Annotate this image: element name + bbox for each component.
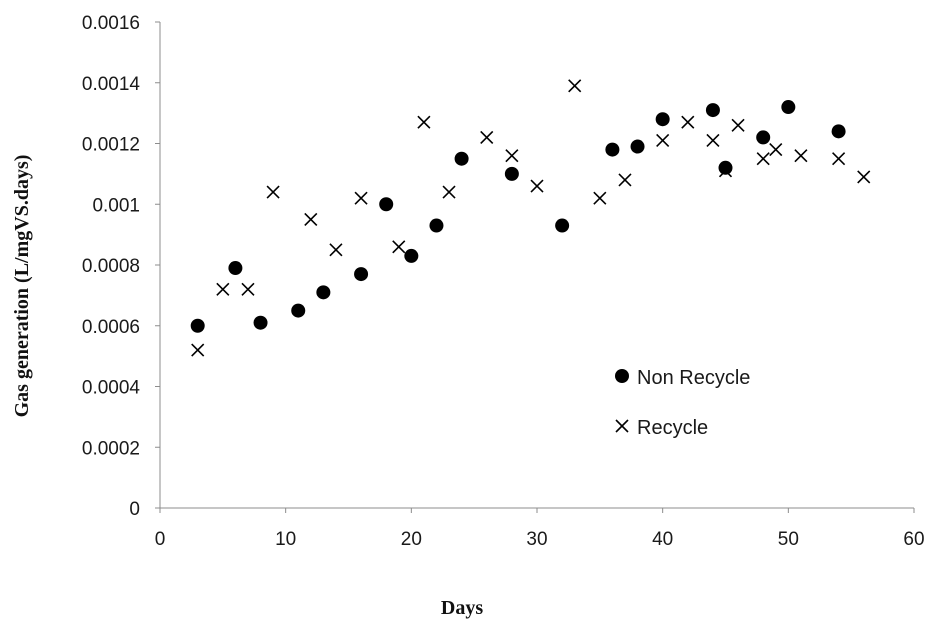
point-recycle bbox=[718, 164, 733, 178]
x-tick-label: 10 bbox=[275, 529, 296, 550]
point-recycle bbox=[392, 240, 406, 254]
point-recycle bbox=[769, 143, 783, 157]
y-tick-label: 0.0006 bbox=[82, 317, 140, 338]
y-tick-label: 0 bbox=[129, 499, 140, 520]
x-tick-label: 60 bbox=[903, 529, 924, 550]
point-non-recycle bbox=[316, 285, 331, 300]
point-non-recycle bbox=[605, 142, 620, 157]
point-recycle bbox=[266, 185, 280, 199]
x-tick-labels: 0 10 20 30 40 50 60 bbox=[155, 508, 925, 550]
point-recycle bbox=[681, 115, 695, 129]
legend-marker-non-recycle bbox=[615, 369, 629, 383]
point-non-recycle bbox=[655, 112, 670, 127]
point-recycle bbox=[756, 152, 770, 166]
point-recycle bbox=[329, 243, 343, 257]
point-non-recycle bbox=[630, 139, 645, 154]
point-recycle bbox=[354, 191, 368, 205]
x-tick-label: 50 bbox=[778, 529, 799, 550]
point-non-recycle bbox=[718, 160, 733, 175]
point-recycle bbox=[618, 173, 632, 187]
point-non-recycle bbox=[354, 267, 369, 282]
x-tick-label: 0 bbox=[155, 529, 166, 550]
y-axis-title: Gas generation (L/mgVS.days) bbox=[11, 155, 33, 418]
legend: Non Recycle Recycle bbox=[615, 367, 750, 439]
y-tick-label: 0.0004 bbox=[82, 378, 141, 399]
x-axis-title: Days bbox=[441, 597, 483, 619]
point-non-recycle bbox=[291, 303, 306, 318]
point-non-recycle bbox=[705, 103, 720, 118]
point-non-recycle bbox=[781, 100, 796, 115]
data-points bbox=[190, 79, 871, 357]
point-non-recycle bbox=[379, 197, 394, 212]
x-tick-label: 20 bbox=[401, 529, 422, 550]
x-tick-label: 30 bbox=[526, 529, 547, 550]
point-non-recycle bbox=[831, 124, 846, 139]
x-tick-label: 40 bbox=[652, 529, 673, 550]
y-tick-label: 0.0008 bbox=[82, 256, 140, 277]
point-non-recycle bbox=[228, 261, 243, 276]
legend-label-recycle: Recycle bbox=[637, 417, 708, 439]
point-recycle bbox=[656, 133, 670, 148]
point-non-recycle bbox=[190, 318, 205, 333]
legend-marker-recycle bbox=[615, 419, 629, 433]
legend-label-non-recycle: Non Recycle bbox=[637, 367, 750, 389]
point-recycle bbox=[706, 133, 720, 148]
point-non-recycle bbox=[756, 130, 771, 145]
point-recycle bbox=[241, 282, 255, 296]
y-tick-label: 0.0016 bbox=[82, 13, 140, 34]
point-recycle bbox=[417, 115, 431, 129]
y-tick-label: 0.0012 bbox=[82, 135, 140, 156]
legend-marker-circle bbox=[615, 369, 629, 383]
point-recycle bbox=[505, 149, 519, 163]
y-tick-label: 0.001 bbox=[92, 195, 140, 216]
point-non-recycle bbox=[454, 151, 469, 166]
axes bbox=[159, 22, 914, 509]
point-non-recycle bbox=[253, 315, 268, 330]
point-recycle bbox=[530, 179, 544, 193]
point-recycle bbox=[216, 282, 230, 296]
point-recycle bbox=[794, 149, 808, 163]
point-non-recycle bbox=[404, 248, 419, 263]
point-recycle bbox=[568, 79, 582, 93]
y-tick-label: 0.0014 bbox=[82, 74, 141, 95]
y-tick-label: 0.0002 bbox=[82, 438, 140, 459]
point-recycle bbox=[304, 212, 318, 227]
point-recycle bbox=[857, 170, 871, 184]
point-recycle bbox=[191, 343, 205, 357]
y-tick-labels: 0 0.0002 0.0004 0.0006 0.0008 0.001 0.0012 0.00… bbox=[82, 13, 160, 520]
point-recycle bbox=[832, 152, 846, 166]
point-recycle bbox=[480, 130, 494, 144]
point-recycle bbox=[731, 118, 745, 132]
point-non-recycle bbox=[429, 218, 444, 233]
point-recycle bbox=[593, 191, 607, 205]
point-non-recycle bbox=[504, 166, 519, 181]
legend-marker-x bbox=[615, 419, 629, 433]
point-non-recycle bbox=[555, 218, 570, 233]
point-recycle bbox=[442, 185, 456, 199]
